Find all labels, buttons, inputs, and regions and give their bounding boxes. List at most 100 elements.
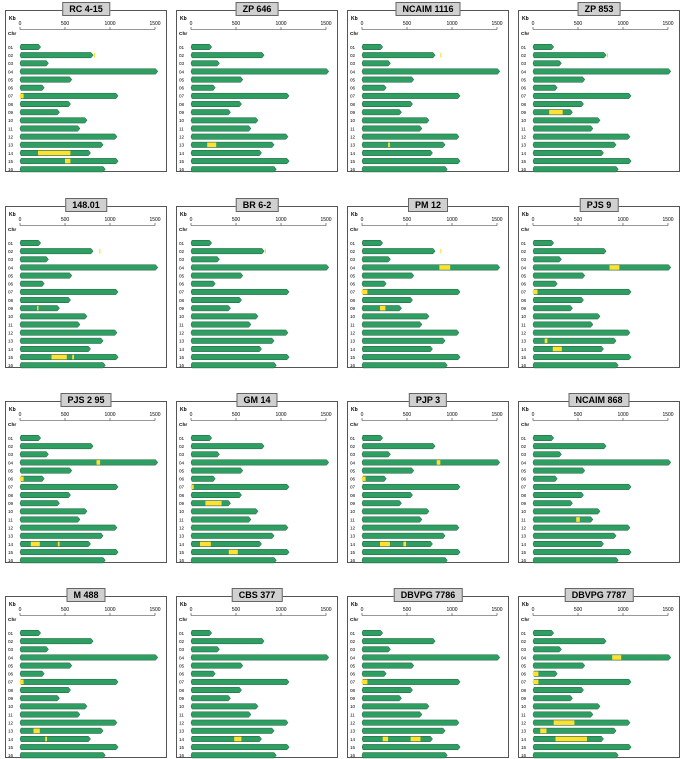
chromosome-bar: [19, 256, 49, 263]
highlight-region: [200, 541, 211, 547]
chromosome-bar: [19, 101, 71, 107]
chromosome-label: 05: [521, 273, 527, 278]
chromosome-bar: [361, 329, 460, 336]
chromosome-bar: [361, 524, 460, 531]
chromosome-bar: [532, 84, 558, 91]
highlight-region: [20, 679, 24, 685]
chromosome-bar: [190, 305, 231, 312]
chromosome-bar: [19, 68, 159, 75]
chromosome-label: 01: [179, 436, 185, 441]
chromosome-label: 01: [179, 241, 185, 246]
chromosome-label: 10: [179, 314, 185, 319]
tick-label: 1000: [617, 21, 628, 27]
chromosome-label: 05: [8, 273, 14, 278]
highlight-region: [234, 736, 242, 742]
tick-label: 1000: [104, 217, 115, 223]
chromosome-bar: [361, 516, 423, 523]
chromosome-label: 08: [521, 688, 527, 693]
tick-label: 1000: [104, 21, 115, 27]
chromosome-label: 09: [8, 306, 14, 311]
strain-title: ZP 853: [577, 2, 621, 16]
chromosome-label: 16: [8, 558, 14, 563]
chromosome-label: 10: [350, 118, 356, 123]
chromosome-label: 02: [8, 249, 14, 254]
chromosome-label: 11: [350, 517, 355, 522]
chromosome-bar: [190, 240, 213, 246]
chromosome-bar: [361, 752, 448, 759]
row-axis-label: Chr: [179, 422, 187, 428]
chromosome-bar: [532, 329, 631, 336]
chromosome-label: 14: [350, 151, 356, 156]
chromosome-bar: [361, 630, 384, 636]
chromosome-label: 06: [350, 282, 356, 287]
chromosome-bar: [361, 44, 384, 50]
chromosome-label: 11: [350, 322, 355, 327]
chromosome-bar: [19, 744, 119, 751]
chromosome-bar: [19, 695, 60, 702]
chromosome-bar: [532, 662, 586, 669]
chromosome-label: 03: [521, 452, 527, 457]
chromosome-label: 02: [350, 444, 356, 449]
chromosome-label: 05: [350, 77, 356, 82]
chromosome-bar: [19, 435, 42, 441]
chromosome-bar: [19, 670, 45, 677]
chromosome-bar: [532, 719, 631, 726]
tick-label: 500: [403, 607, 412, 613]
chromosome-label: 14: [521, 151, 527, 156]
chromosome-label: 03: [350, 647, 356, 652]
chromosome-label: 06: [179, 86, 185, 91]
row-axis-label: Chr: [8, 227, 16, 233]
chromosome-label: 05: [179, 663, 185, 668]
chromosome-label: 13: [8, 729, 14, 734]
chromosome-label: 16: [521, 753, 527, 758]
chromosome-bar: [532, 508, 601, 515]
highlight-region: [540, 728, 547, 734]
tick-label: 0: [532, 217, 535, 223]
chromosome-label: 02: [521, 53, 527, 58]
chromosome-label: 06: [350, 672, 356, 677]
chromosome-bar: [190, 125, 252, 132]
chromosome-label: 06: [8, 86, 14, 91]
chromosome-bar: [190, 313, 259, 320]
chromosome-bar: [532, 52, 607, 59]
axis-unit-label: Kb: [9, 16, 16, 22]
chromosome-label: 07: [8, 290, 14, 295]
row-axis-label: Chr: [179, 31, 187, 37]
tick-label: 0: [361, 21, 364, 27]
tick-label: 1500: [149, 412, 160, 418]
chromosome-bar: [190, 68, 330, 75]
chromosome-bar: [190, 264, 330, 271]
chromosome-bar: [532, 654, 672, 661]
chromosome-bar: [361, 687, 413, 693]
chromosome-bar: [361, 84, 387, 91]
axis-unit-label: Kb: [180, 212, 187, 218]
chromosome-label: 10: [521, 314, 527, 319]
chromosome-bar: [532, 354, 632, 361]
tick-label: 500: [403, 21, 412, 27]
chromosome-bar: [19, 500, 60, 507]
chromosome-bar: [190, 687, 242, 693]
chromosome-label: 03: [179, 647, 185, 652]
chromosome-label: 03: [8, 452, 14, 457]
chromosome-label: 05: [350, 273, 356, 278]
row-axis-label: Chr: [350, 422, 358, 428]
chromosome-label: 15: [521, 355, 527, 360]
highlight-region: [549, 109, 563, 115]
chromosome-bar: [532, 492, 584, 498]
chromosome-label: 16: [521, 558, 527, 563]
chromosome-bar: [532, 101, 584, 107]
chromosome-bar: [19, 678, 119, 685]
chromosome-label: 11: [350, 712, 355, 717]
chromosome-label: 11: [179, 322, 184, 327]
chromosome-label: 10: [8, 314, 14, 319]
chromosome-bar: [532, 524, 631, 531]
chromosome-label: 15: [521, 159, 527, 164]
chromosome-label: 13: [179, 729, 185, 734]
chromosome-bar: [361, 92, 461, 99]
highlight-region: [533, 671, 539, 677]
chromosome-label: 13: [521, 339, 527, 344]
chromosome-label: 07: [350, 485, 356, 490]
highlight-region: [57, 541, 60, 547]
chromosome-label: 04: [8, 655, 14, 660]
chromosome-bar: [361, 248, 436, 255]
